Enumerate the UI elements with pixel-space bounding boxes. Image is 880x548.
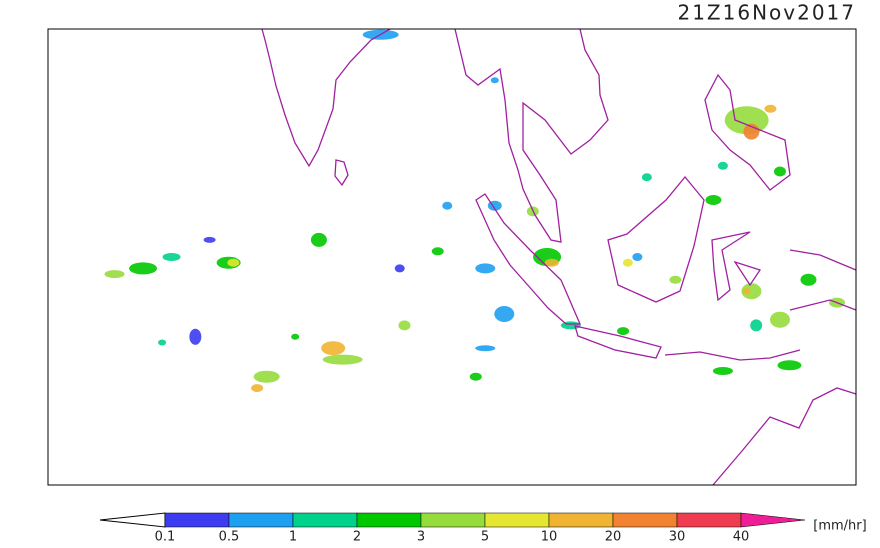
rain-cell bbox=[431, 247, 444, 256]
colorbar-under bbox=[99, 512, 166, 528]
rain-cell bbox=[475, 345, 496, 352]
rain-cell bbox=[490, 77, 499, 84]
rain-cells bbox=[104, 29, 845, 393]
rain-cell bbox=[494, 306, 515, 322]
colorbar-box bbox=[548, 512, 614, 528]
rain-cell bbox=[129, 262, 158, 275]
rain-cell bbox=[227, 258, 240, 267]
colorbar-label: 1 bbox=[289, 530, 297, 545]
coastlines bbox=[261, 28, 857, 486]
coast-new-guinea bbox=[789, 249, 857, 311]
rain-cell bbox=[764, 104, 777, 113]
coast-australia bbox=[712, 387, 857, 486]
colorbar-over bbox=[740, 512, 806, 528]
coast-nusa-tenggara bbox=[664, 349, 801, 361]
rain-cell bbox=[475, 263, 496, 274]
rain-cell bbox=[712, 367, 733, 375]
colorbar-box bbox=[292, 512, 358, 528]
rain-cell bbox=[741, 283, 762, 300]
rain-cell bbox=[291, 333, 300, 340]
rain-cell bbox=[773, 166, 786, 177]
coast-sumatra bbox=[475, 193, 581, 325]
colorbar-box bbox=[420, 512, 486, 528]
colorbar-label: 0.5 bbox=[219, 530, 240, 545]
colorbar-box bbox=[484, 512, 550, 528]
colorbar-label: 10 bbox=[541, 530, 558, 545]
rain-cell bbox=[717, 161, 728, 170]
colorbar-label: 0.1 bbox=[155, 530, 176, 545]
rain-cell bbox=[322, 354, 363, 365]
coast-sri-lanka bbox=[334, 159, 349, 187]
rain-cell bbox=[769, 311, 790, 328]
colorbar-box bbox=[356, 512, 422, 528]
colorbar-label: 3 bbox=[417, 530, 425, 545]
colorbar-label: 20 bbox=[605, 530, 622, 545]
coast-borneo bbox=[607, 175, 705, 303]
colorbar-box bbox=[676, 512, 742, 528]
colorbar: 0.1 0.5 1 2 3 5 10 20 30 40 [mm/hr] bbox=[99, 512, 867, 545]
rain-cell bbox=[800, 273, 817, 286]
rain-cell bbox=[705, 195, 722, 205]
coast-indochina bbox=[454, 28, 609, 243]
rain-cell bbox=[750, 319, 763, 332]
colorbar-unit: [mm/hr] bbox=[813, 519, 866, 534]
colorbar-label: 5 bbox=[481, 530, 489, 545]
rain-cell bbox=[394, 264, 405, 273]
coast-philippines bbox=[704, 73, 791, 191]
rain-cell bbox=[777, 360, 802, 371]
rain-cell bbox=[617, 327, 630, 336]
map-title: 21Z16Nov2017 bbox=[677, 1, 856, 25]
rain-cell bbox=[622, 258, 633, 267]
rain-cell bbox=[398, 320, 411, 331]
rain-cell bbox=[742, 288, 751, 295]
colorbar-box bbox=[164, 512, 230, 528]
coast-java bbox=[574, 325, 662, 359]
coast-sulawesi bbox=[711, 231, 762, 302]
rain-cell bbox=[310, 232, 327, 247]
colorbar-box bbox=[228, 512, 294, 528]
rain-cell bbox=[641, 173, 652, 182]
rain-cell bbox=[158, 339, 167, 346]
rain-cell bbox=[104, 270, 125, 279]
rain-cell bbox=[253, 370, 280, 383]
rain-cell bbox=[469, 372, 482, 381]
colorbar-box bbox=[612, 512, 678, 528]
colorbar-label: 2 bbox=[353, 530, 361, 545]
rain-cell bbox=[189, 328, 202, 345]
colorbar-label: 30 bbox=[669, 530, 686, 545]
rain-cell bbox=[162, 253, 181, 261]
rain-cell bbox=[544, 258, 559, 267]
coast-india bbox=[261, 28, 391, 168]
rain-cell bbox=[203, 236, 216, 243]
rain-cell bbox=[251, 384, 264, 393]
colorbar-label: 40 bbox=[733, 530, 750, 545]
map-frame bbox=[47, 28, 857, 486]
rain-cell bbox=[632, 253, 643, 261]
rain-cell bbox=[442, 201, 453, 210]
rain-cell bbox=[321, 341, 346, 356]
rain-cell bbox=[669, 275, 682, 284]
